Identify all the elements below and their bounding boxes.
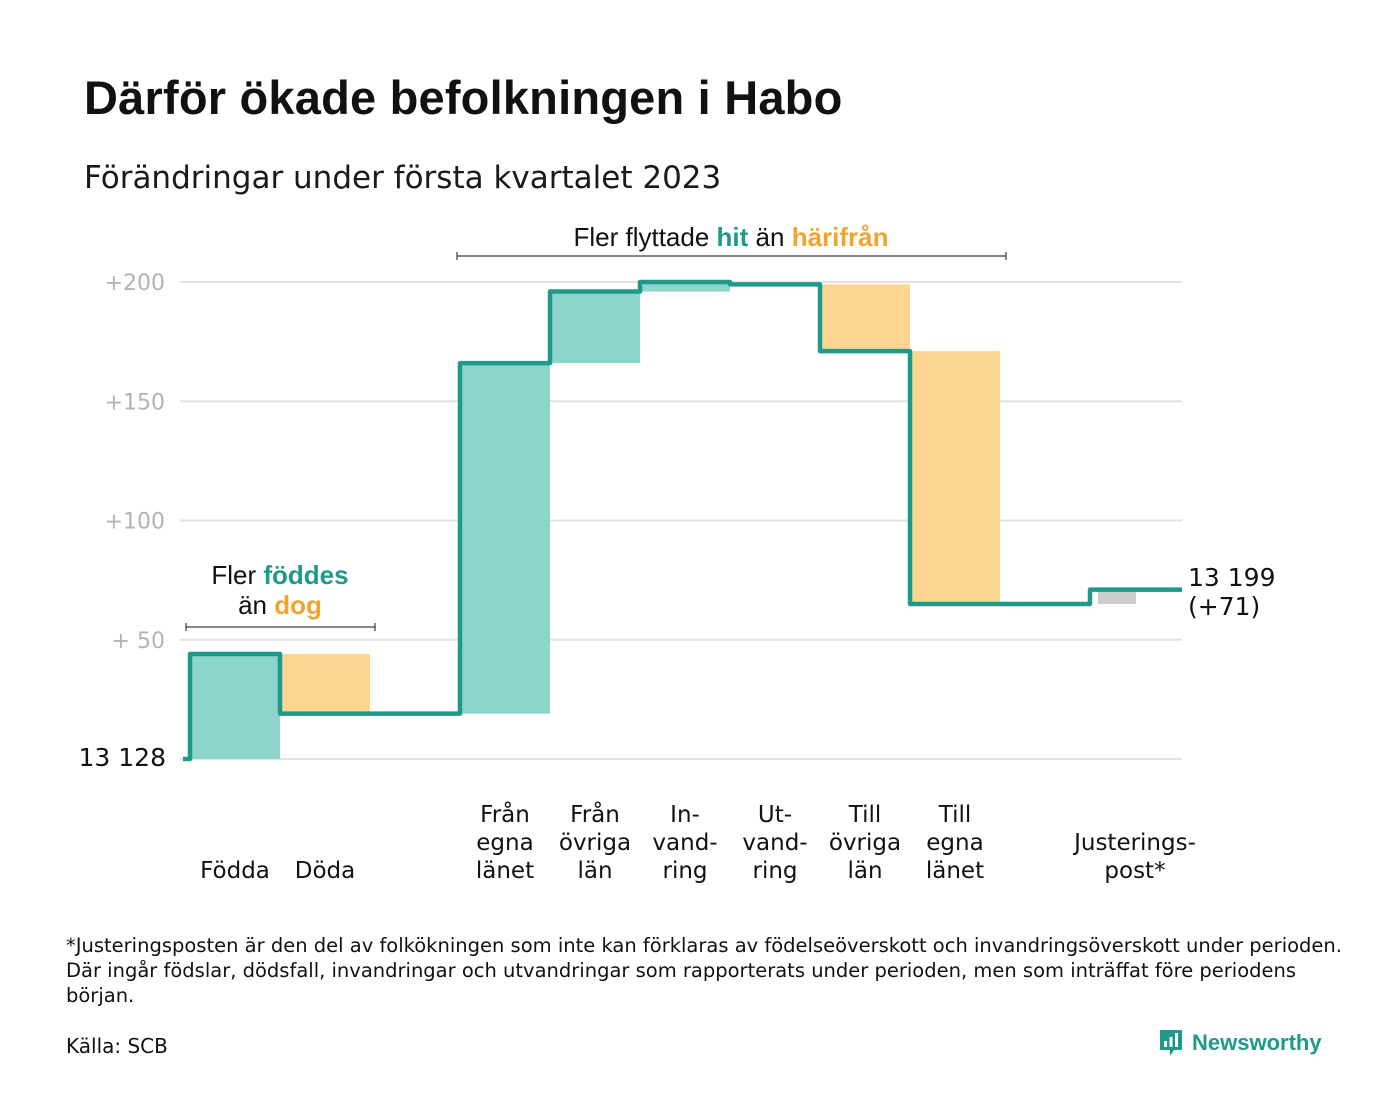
y-axis-ticks: +200 +150 +100 + 50 [105,271,165,654]
births-bracket [185,623,376,631]
running-total-line [183,279,1183,762]
category-label: övriga [559,830,631,856]
category-label: län [577,858,612,884]
category-label: vand- [742,830,807,856]
migration-annotation: Fler flyttade hit än härifrån [456,222,1007,260]
waterfall-chart: +200+150+100+ 50 Födda DödaFrånegnalänetF… [79,222,1276,884]
bar-adjustment [1098,589,1136,604]
bar-increase [640,282,730,292]
bar-decrease [280,654,370,714]
brand-logo: Newsworthy [1158,1028,1322,1058]
bar-decrease [910,351,1000,604]
bar-increase [550,291,640,364]
category-label: Döda [295,858,355,884]
category-label: egna [476,830,533,856]
category-labels: Födda DödaFrånegnalänetFrånövrigalänIn-va… [200,800,1196,884]
migration-annotation-text: Fler flyttade hit än härifrån [573,222,888,252]
births-annotation-line2: än dog [238,590,322,620]
footnote: *Justeringsposten är den del av folkökni… [66,934,1342,1007]
bar-decrease [820,284,910,352]
migration-bracket [456,252,1007,260]
bar-increase [460,363,550,714]
category-label: In- [670,802,700,828]
category-label: Justerings- [1072,830,1196,856]
category-label: länet [926,858,984,884]
category-label: länet [476,858,534,884]
category-label: Från [480,800,530,828]
category-label: egna [926,830,983,856]
end-change-label: (+71) [1188,592,1260,621]
chart-title: Därför ökade befolkningen i Habo [84,71,843,124]
brand-name: Newsworthy [1192,1030,1322,1055]
baseline-label: 13 128 [79,743,166,772]
chart-subtitle: Förändringar under första kvartalet 2023 [84,160,722,196]
category-label: Till [938,802,972,828]
end-total-label: 13 199 [1188,563,1275,592]
bars [190,282,1136,759]
y-tick-label: +150 [105,390,165,415]
category-label: post* [1104,858,1165,884]
y-tick-label: +200 [105,271,165,296]
category-label: Ut- [758,802,792,828]
bar-increase [190,654,280,759]
newsworthy-icon [1160,1030,1182,1056]
grid-lines [180,281,1182,760]
births-annotation-line1: Fler föddes [211,560,348,590]
category-label: ring [662,858,707,884]
y-tick-label: + 50 [112,629,165,654]
category-label: övriga [829,830,901,856]
category-label: vand- [652,830,717,856]
category-label: Från [570,800,620,828]
category-label: Till [848,802,882,828]
category-label: ring [752,858,797,884]
running-total-line [183,279,1183,762]
source-note: Källa: SCB [66,1034,168,1058]
category-label: Födda [200,858,270,884]
y-tick-label: +100 [105,510,165,535]
births-annotation: Fler föddes än dog [185,560,376,631]
category-label: län [847,858,882,884]
